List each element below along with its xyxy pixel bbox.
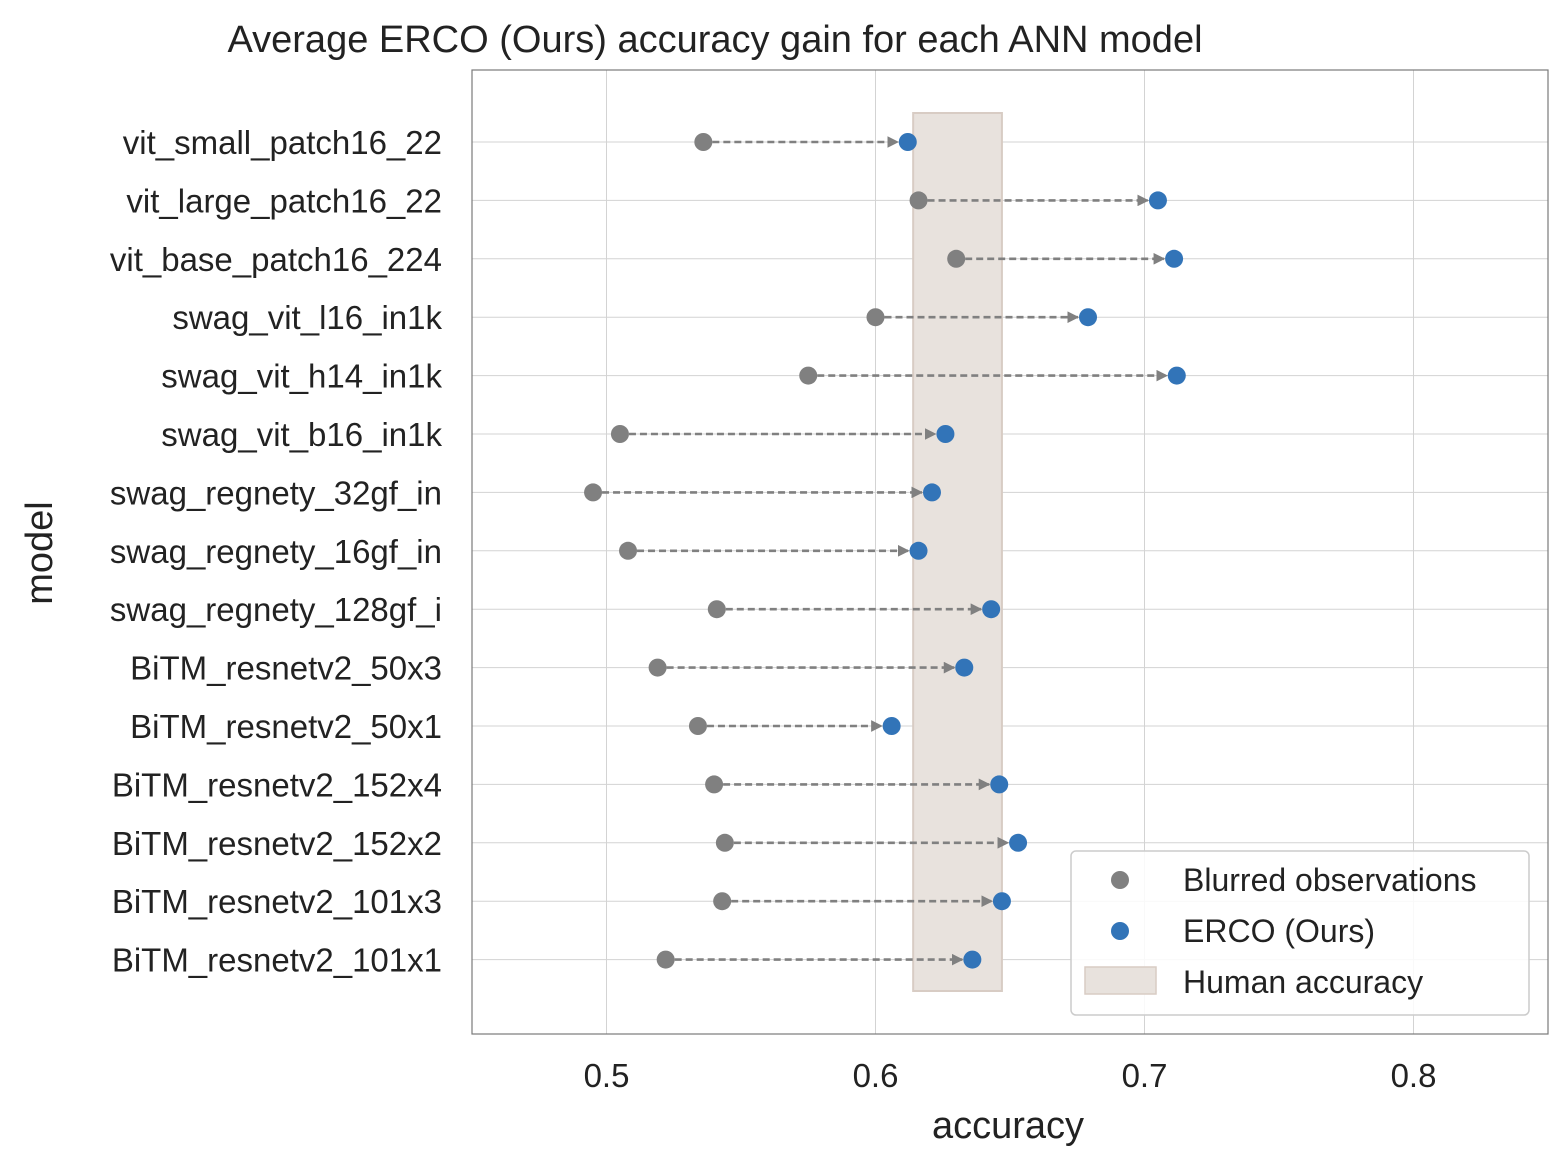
y-tick-label: swag_vit_b16_in1k <box>161 416 442 453</box>
blurred-point <box>694 133 713 151</box>
legend-marker-erco <box>1111 922 1129 940</box>
legend-box <box>1070 850 1530 1016</box>
point-layer <box>584 133 1186 969</box>
blurred-point <box>610 425 629 443</box>
blurred-point <box>713 892 732 911</box>
y-axis-label: model <box>19 501 61 605</box>
y-tick-label: BiTM_resnetv2_152x2 <box>112 825 442 862</box>
erco-point <box>992 892 1011 911</box>
erco-point <box>955 658 974 677</box>
y-tick-labels: vit_small_patch16_22 vit_large_patch16_22… <box>110 124 443 979</box>
blurred-point <box>705 775 724 794</box>
erco-point <box>922 483 941 502</box>
blurred-point <box>688 717 707 735</box>
erco-point <box>1079 308 1098 327</box>
blurred-point <box>799 366 818 385</box>
legend-label-erco: ERCO (Ours) <box>1183 913 1375 949</box>
legend: Blurred observations ERCO (Ours) Human a… <box>1070 850 1530 1016</box>
blurred-point <box>619 541 638 560</box>
erco-point <box>909 541 928 560</box>
y-tick-label: BiTM_resnetv2_50x3 <box>130 650 442 687</box>
blurred-point <box>656 950 675 969</box>
x-axis-label: accuracy <box>932 1105 1084 1147</box>
y-tick-label: BiTM_resnetv2_152x4 <box>112 766 442 803</box>
x-tick-label: 0.5 <box>584 1057 630 1094</box>
y-tick-label: swag_vit_h14_in1k <box>161 358 442 395</box>
y-tick-label: BiTM_resnetv2_101x1 <box>112 942 442 979</box>
erco-point <box>936 425 955 443</box>
erco-point <box>982 600 1001 619</box>
legend-marker-blurred <box>1111 871 1129 889</box>
erco-point <box>882 717 901 735</box>
erco-point <box>990 775 1009 794</box>
y-tick-label: vit_small_patch16_22 <box>123 124 442 161</box>
y-tick-label: swag_vit_l16_in1k <box>172 299 442 336</box>
erco-point <box>1167 366 1186 385</box>
blurred-point <box>715 833 734 852</box>
erco-point <box>1009 833 1028 852</box>
x-tick-label: 0.8 <box>1391 1057 1437 1094</box>
y-tick-label: swag_regnety_16gf_in <box>110 533 442 570</box>
y-tick-label: swag_regnety_128gf_i <box>110 591 442 628</box>
plot-frame <box>471 69 1549 1035</box>
erco-point <box>963 950 982 969</box>
legend-label-blurred: Blurred observations <box>1183 862 1476 898</box>
x-tick-label: 0.7 <box>1122 1057 1168 1094</box>
x-tick-labels: 0.5 0.6 0.7 0.8 <box>584 1057 1437 1094</box>
blurred-point <box>648 658 667 677</box>
legend-marker-human <box>1084 966 1157 995</box>
blurred-point <box>947 249 966 268</box>
blurred-point <box>584 483 603 502</box>
erco-point <box>1165 249 1184 268</box>
blurred-point <box>909 191 928 210</box>
y-tick-label: vit_base_patch16_224 <box>110 241 442 278</box>
y-tick-label: BiTM_resnetv2_101x3 <box>112 883 442 920</box>
blurred-point <box>707 600 726 619</box>
arrow-layer <box>602 136 1168 966</box>
chart-title: Average ERCO (Ours) accuracy gain for ea… <box>227 19 1202 61</box>
x-tick-label: 0.6 <box>853 1057 899 1094</box>
legend-label-human: Human accuracy <box>1183 964 1423 1000</box>
blurred-point <box>866 308 885 327</box>
y-tick-label: vit_large_patch16_22 <box>126 182 442 219</box>
y-tick-label: swag_regnety_32gf_in <box>110 474 442 511</box>
erco-point <box>898 133 917 151</box>
y-tick-label: BiTM_resnetv2_50x1 <box>130 708 442 745</box>
erco-point <box>1148 191 1167 210</box>
